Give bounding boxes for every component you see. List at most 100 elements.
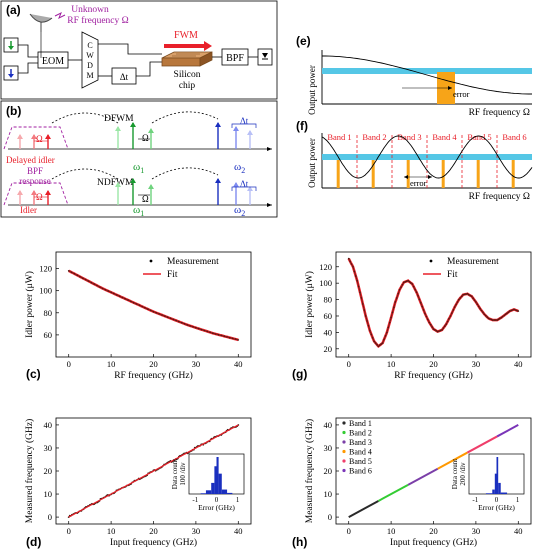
inset-bar-d xyxy=(227,492,233,494)
legend-marker-band-4 xyxy=(342,449,346,454)
spectral-arrowhead-bottom-2 xyxy=(148,184,154,189)
fit-line-c xyxy=(68,269,239,342)
panel-c-letter: (c) xyxy=(26,367,41,381)
band-error-bar-2 xyxy=(371,160,375,188)
panel-b-letter: (b) xyxy=(6,104,21,118)
x-tick-label-c: 0 xyxy=(67,359,71,369)
x-tick-label-c: 10 xyxy=(107,359,116,369)
legend-marker-band-2 xyxy=(342,430,346,435)
band-series-1 xyxy=(348,500,379,518)
band-dividers: Band 1 Band 2 Band 3 Band 4 Band 5 Band 6 xyxy=(327,132,527,188)
chip-label-1: Silicon xyxy=(174,70,201,80)
y-tick-label-h: 30 xyxy=(324,443,333,453)
y-tick-label-h: 20 xyxy=(324,466,333,476)
chip-label-2: chip xyxy=(179,81,196,91)
measurement-trace-g xyxy=(348,258,519,347)
spectrum-diagrams xyxy=(3,111,272,207)
x-tick-label-c: 40 xyxy=(234,359,243,369)
inset-bar-h xyxy=(492,489,495,494)
x-tick-label-h: 30 xyxy=(472,526,481,536)
spectral-arrowhead-top-1 xyxy=(130,122,136,127)
band-error-bar-6 xyxy=(511,160,515,188)
legend-marker-band-3 xyxy=(342,440,346,444)
dt-bracket-top xyxy=(231,123,257,128)
inset-x-label-h: Error (GHz) xyxy=(478,503,515,512)
spectral-arrowhead-top-0 xyxy=(115,126,121,131)
inset-bar-d xyxy=(214,466,217,494)
y-tick-label-g: 120 xyxy=(319,262,332,272)
inset-bar-h xyxy=(494,473,497,494)
dfwm-label: DFWM xyxy=(104,114,134,124)
spectral-arrowhead-bottom-4 xyxy=(233,182,239,187)
spectral-arrowhead-top-3 xyxy=(215,122,221,127)
x-tick-label-g: 30 xyxy=(472,359,481,369)
x-tick-label-h: 20 xyxy=(429,526,438,536)
omega-idler-bottom: Ω xyxy=(36,192,43,202)
x-axis-label-d: Input frequency (GHz) xyxy=(110,537,197,548)
omega2-label-top: ω2 xyxy=(234,161,245,175)
band-error-bar-1 xyxy=(336,160,340,188)
x-tick-label-h: 0 xyxy=(347,526,351,536)
x-tick-label-d: 20 xyxy=(149,526,158,536)
dt-bottom: Δt xyxy=(240,179,249,189)
legend-marker-measurement-g xyxy=(429,259,433,263)
x-tick-label-h: 40 xyxy=(514,526,523,536)
idler-arrowhead-top-0 xyxy=(17,134,23,139)
panel-e: (e) error Output power RF frequency Ω xyxy=(296,34,532,118)
rf-label-2: RF frequency Ω xyxy=(67,15,128,26)
panel-a-letter: (a) xyxy=(6,3,21,17)
inset-tick-label-h: 0 xyxy=(495,496,499,504)
y-tick-label-h: 40 xyxy=(324,420,333,430)
y-tick-label-d: 10 xyxy=(44,489,53,499)
legend-marker-band-6 xyxy=(342,468,346,473)
cwdm-c: C xyxy=(87,41,92,50)
panel-f: (f) Band 1 Band 2 Band 3 Band 4 Band 5 Band 6… xyxy=(296,119,533,202)
legend-band-6: Band 6 xyxy=(349,467,372,476)
fwm-arc-b-top xyxy=(151,111,219,124)
y-tick-label-g: 20 xyxy=(324,344,333,354)
x-tick-label-c: 20 xyxy=(149,359,158,369)
error-label-e: error xyxy=(453,89,470,99)
idler-arrowhead-top-2 xyxy=(45,134,51,139)
y-tick-label-d: 20 xyxy=(44,466,53,476)
band-label-4: Band 4 xyxy=(432,132,457,142)
inset-tick-label-d: -1 xyxy=(192,496,198,504)
plot-g: 0 10 20 30 40 20 40 60 80 100 120 RF frequency (GHz… xyxy=(304,251,532,381)
xlabel-e: RF frequency Ω xyxy=(469,107,530,118)
plot-c: 0 10 20 30 40 60 80 100 120 RF frequency (GHz) Idl… xyxy=(24,251,252,381)
delay-label: Δt xyxy=(120,72,129,82)
idler-label: Idler xyxy=(20,205,37,215)
axis-arrow-top xyxy=(267,147,272,151)
y-tick-label-d: 30 xyxy=(44,443,53,453)
x-tick-label-g: 0 xyxy=(347,359,351,369)
band-series-2 xyxy=(377,483,409,502)
y-tick-label-g: 100 xyxy=(319,278,332,288)
inset-bar-h xyxy=(496,457,499,494)
band-series-5 xyxy=(466,435,498,454)
eom-label: EOM xyxy=(42,56,64,67)
idler-arrowhead-bottom-1 xyxy=(31,190,37,195)
panel-b: (b) DFWM NDFWM Delayed idler Idler BPF r… xyxy=(0,100,278,218)
bpf-response-bottom xyxy=(3,182,69,206)
axis-arrow-bottom xyxy=(267,203,272,207)
x-tick-label-h: 10 xyxy=(387,526,396,536)
idler-arrowhead-bottom-0 xyxy=(17,190,23,195)
y-tick-label-c: 100 xyxy=(39,286,52,296)
cwdm-m: M xyxy=(86,71,93,80)
idler-arrowhead-top-1 xyxy=(31,134,37,139)
fit-line-g xyxy=(347,257,519,349)
band-label-6: Band 6 xyxy=(502,132,526,142)
silicon-chip-icon xyxy=(161,51,213,67)
fwm-arrow xyxy=(164,41,212,51)
plot-frame-c xyxy=(55,251,252,358)
y-tick-label-h: 0 xyxy=(328,512,332,522)
spectral-arrowhead-bottom-0 xyxy=(115,182,121,187)
inset-tick-label-d: 1 xyxy=(236,496,240,504)
panel-e-letter: (e) xyxy=(296,34,311,48)
bpf-response-2: response xyxy=(19,176,51,186)
fwm-label: FWM xyxy=(174,30,198,41)
legend-measurement-g: Measurement xyxy=(447,257,499,267)
ylabel-f: Output power xyxy=(307,138,317,188)
x-axis-label-g: RF frequency (GHz) xyxy=(394,370,473,381)
legend-band-3: Band 3 xyxy=(349,438,372,447)
